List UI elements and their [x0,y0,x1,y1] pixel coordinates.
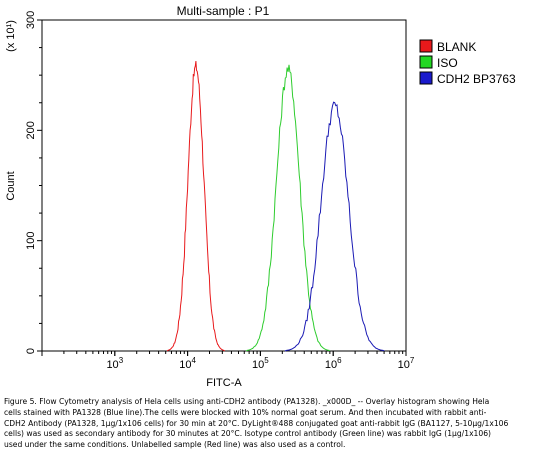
legend-label: ISO [437,56,458,70]
y-axis-label: Count [5,171,17,200]
histogram-line-cdh2-bp3763 [284,101,385,352]
flow-cytometry-histogram: Multi-sample : P1 103 104 105 106 107 0 100 20… [5,4,516,389]
caption-line: used under the same conditions. Unlabell… [4,440,346,450]
y-tick-label: 100 [25,231,37,249]
y-axis-multiplier: (x 10¹) [5,20,17,52]
legend-swatch [419,39,433,53]
caption-line: Figure 5. Flow Cytometry analysis of Hel… [4,397,490,406]
chart-title: Multi-sample : P1 [177,4,270,18]
caption-line: cells stained with PA1328 (Blue line).Th… [4,407,487,417]
caption-line: cells) was used as secondary antibody fo… [4,429,492,439]
legend-swatch [419,55,433,69]
x-tick-label: 104 [179,356,196,371]
x-axis-ticks: 103 104 105 106 107 [41,351,415,371]
histogram-line-iso [245,64,331,352]
histogram-curves [166,60,385,352]
x-axis-label: FITC-A [206,377,242,389]
x-tick-label: 106 [325,356,342,371]
legend-swatch [419,71,433,85]
plot-frame [41,19,407,352]
y-axis-ticks: 0 100 200 300 [25,11,42,354]
y-tick-label: 200 [25,121,37,139]
legend-label: CDH2 BP3763 [437,72,516,86]
legend-label: BLANK [437,40,476,54]
y-tick-label: 0 [25,348,37,354]
histogram-line-blank [166,60,226,352]
legend: BLANK ISO CDH2 BP3763 [419,39,516,86]
caption-line: CDH2 Antibody (PA1328, 1µg/1x106 cells) … [4,418,509,428]
y-tick-label: 300 [25,11,37,29]
x-tick-label: 105 [252,356,269,371]
figure-caption: Figure 5. Flow Cytometry analysis of Hel… [4,397,544,451]
x-tick-label: 107 [398,356,415,371]
x-tick-label: 103 [106,356,123,371]
